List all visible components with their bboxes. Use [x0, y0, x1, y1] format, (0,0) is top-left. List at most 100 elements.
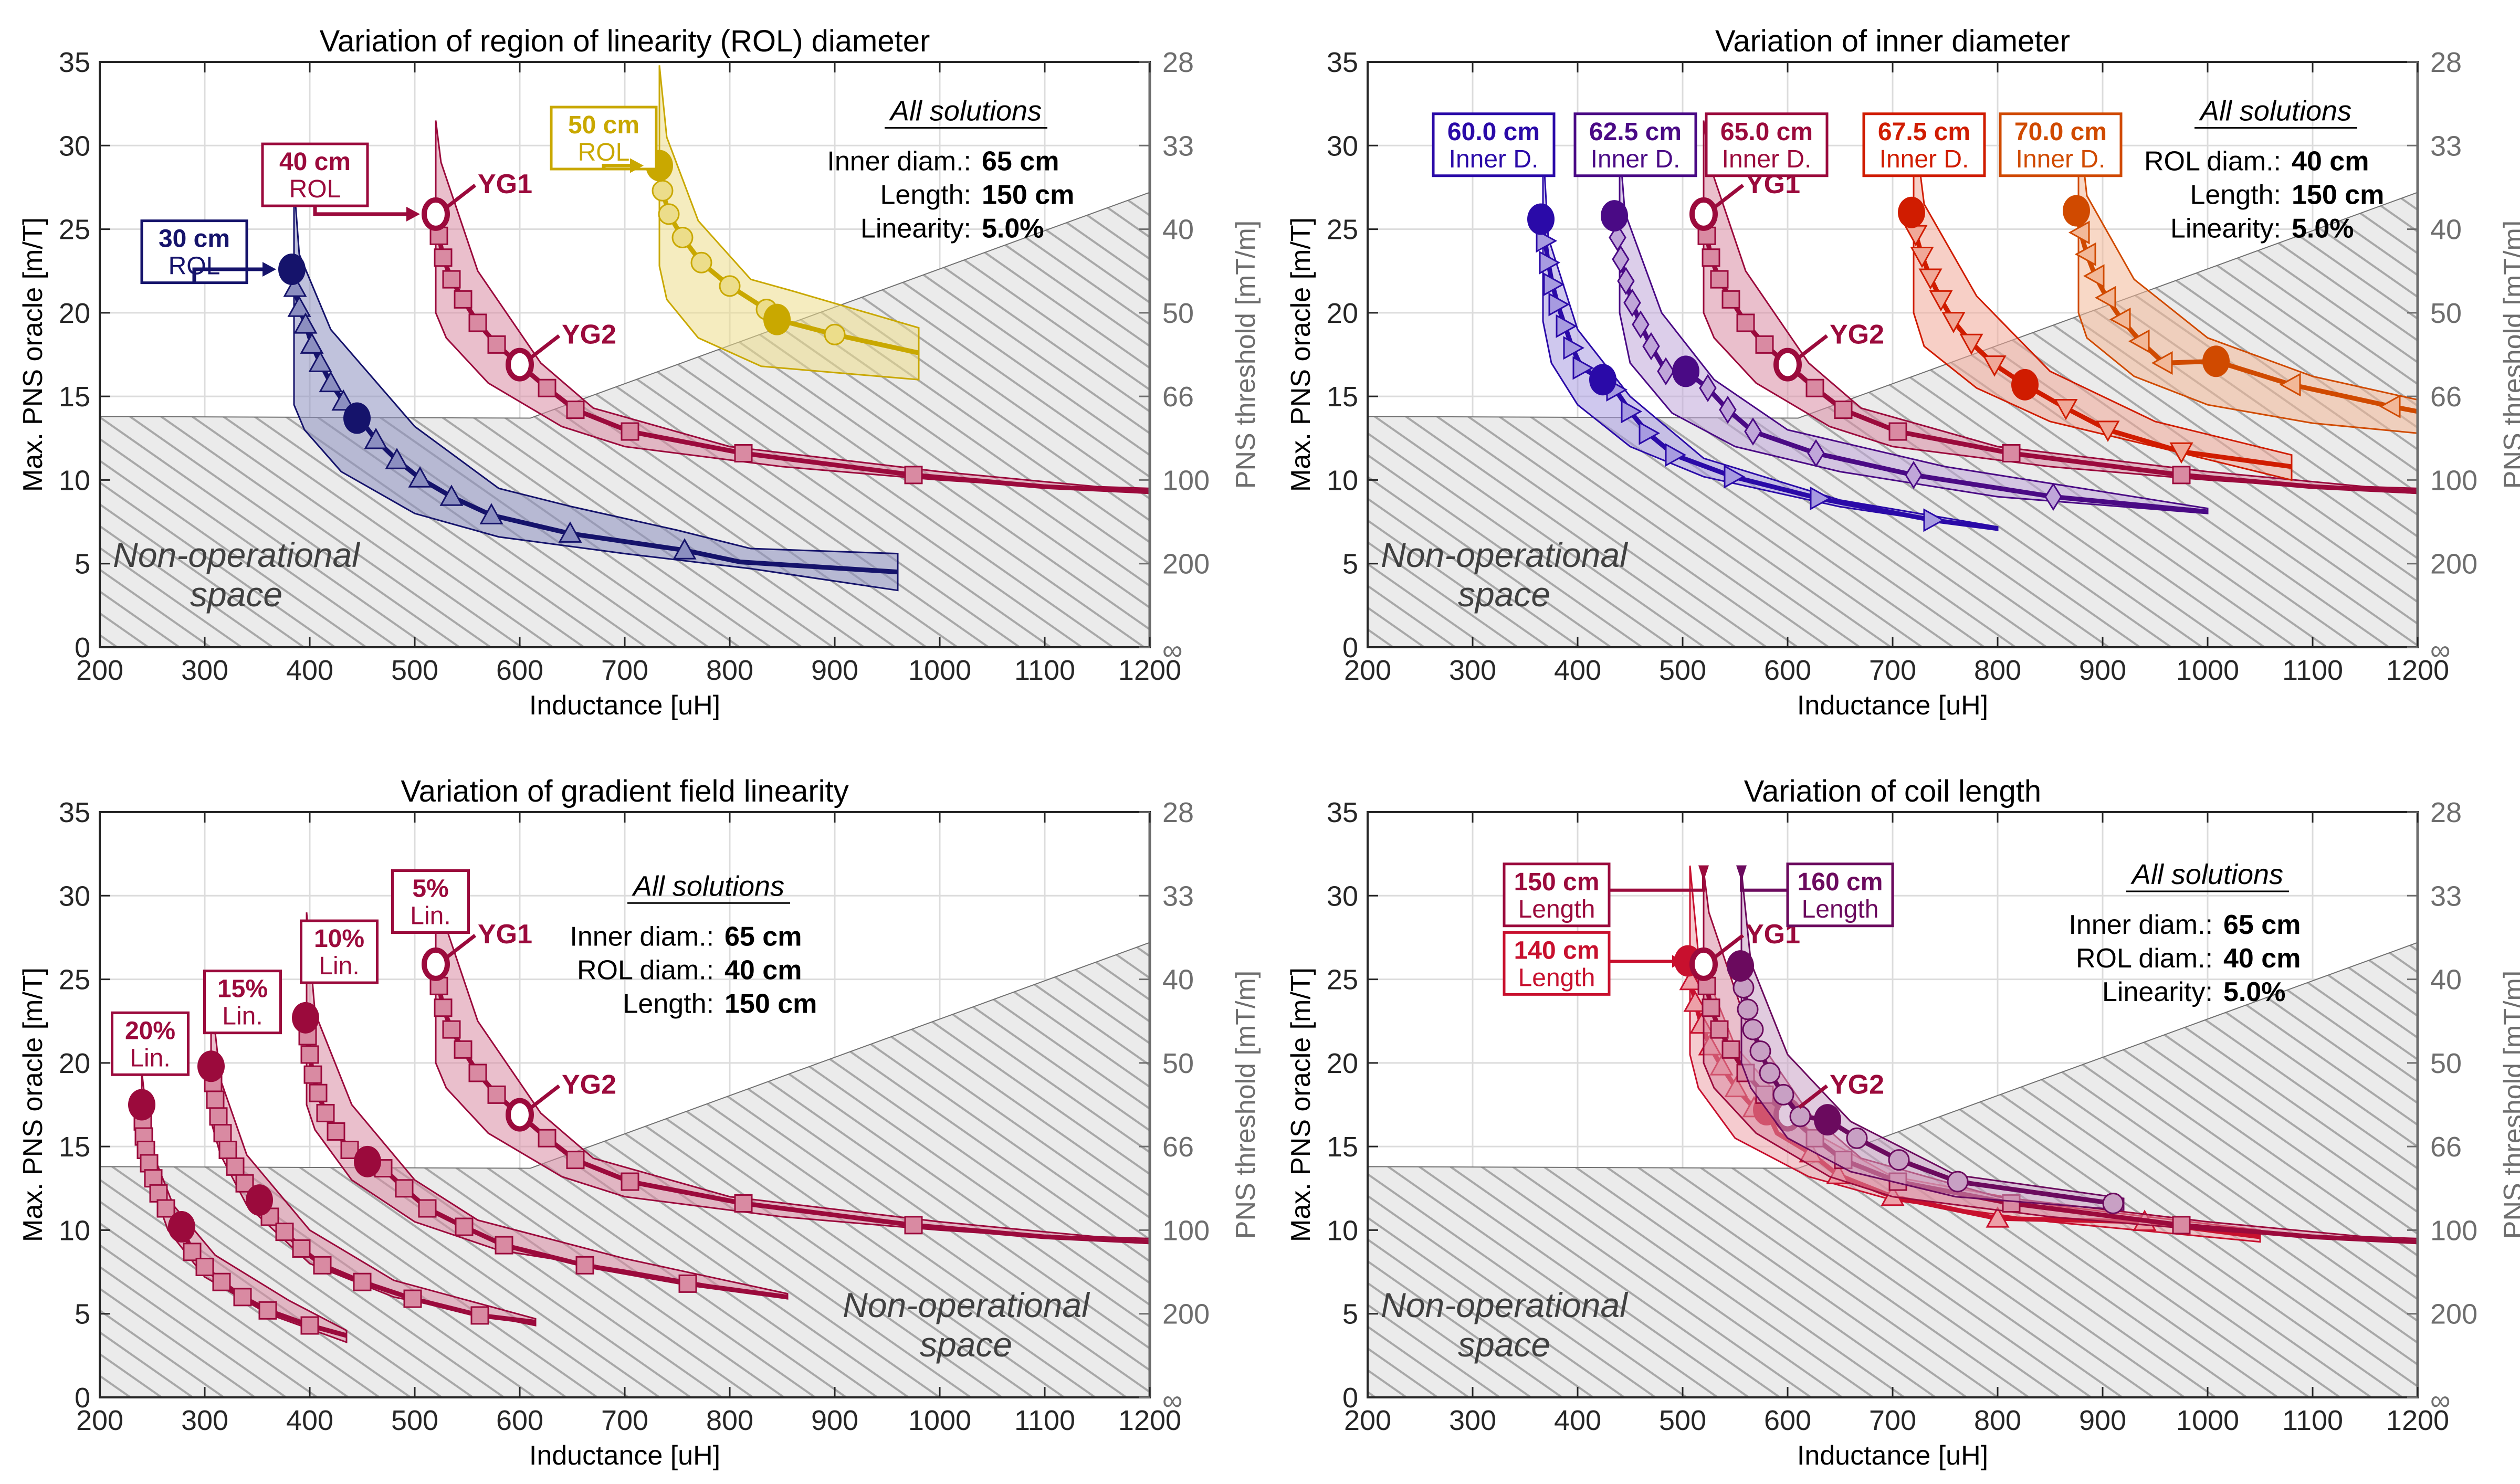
y-tick-label: 5 — [1342, 1299, 1358, 1330]
data-marker — [2074, 242, 2096, 266]
chart-title: Variation of gradient field linearity — [401, 774, 848, 808]
series-160-cm-length — [1727, 870, 2125, 1214]
right-tick-label: 200 — [2430, 549, 2477, 580]
data-marker — [538, 1129, 556, 1148]
right-tick-label: ∞ — [1162, 1385, 1183, 1416]
x-tick-label: 400 — [1554, 1405, 1601, 1436]
data-marker — [303, 1065, 322, 1084]
x-tick-label: 200 — [76, 1405, 123, 1436]
right-axis-label: PNS threshold [mT/m] — [1231, 971, 1261, 1239]
confidence-band — [1703, 120, 2418, 494]
x-tick-label: 200 — [1344, 655, 1391, 686]
series-67-5-cm-inner-d- — [1898, 120, 2293, 481]
label-box-value: 60.0 cm — [1447, 118, 1540, 146]
right-tick-label: 100 — [2430, 465, 2477, 496]
info-value: 150 cm — [724, 988, 817, 1019]
right-tick-label: 66 — [1162, 381, 1194, 413]
label-box-value: 40 cm — [279, 148, 351, 176]
label-box-value: 10% — [314, 925, 364, 953]
y-tick-label: 0 — [75, 1382, 90, 1414]
info-label: ROL diam.: — [577, 955, 714, 985]
data-marker — [1736, 313, 1755, 332]
x-tick-label: 700 — [601, 655, 648, 686]
data-marker — [408, 466, 432, 488]
label-box-frame — [1432, 112, 1556, 177]
data-marker — [538, 378, 556, 397]
right-tick-label: 28 — [1162, 797, 1194, 828]
label-box-frame — [261, 142, 369, 207]
x-tick-label: 500 — [391, 1405, 438, 1436]
info-label: Linearity: — [2170, 214, 2281, 244]
y-tick-label: 25 — [1327, 214, 1358, 246]
data-marker — [1755, 335, 1774, 354]
arrow-head — [262, 262, 276, 277]
data-marker — [1805, 378, 1824, 397]
y-tick-label: 5 — [75, 1299, 90, 1330]
label-arrow — [602, 164, 631, 170]
y-tick-label: 15 — [59, 1131, 90, 1163]
data-marker — [275, 1223, 294, 1241]
series-group — [1527, 120, 2418, 532]
data-marker — [385, 448, 409, 469]
y-tick-label: 10 — [1327, 1215, 1358, 1246]
data-marker — [2054, 398, 2078, 420]
info-value: 5.0% — [982, 214, 1044, 244]
data-marker — [1941, 312, 1966, 333]
label-box-value: 70.0 cm — [2014, 118, 2107, 146]
label-box-kind: ROL — [578, 139, 630, 166]
yg-leader — [1714, 184, 1745, 208]
data-marker — [1617, 267, 1635, 296]
data-marker — [1888, 422, 1907, 441]
label-box-kind: Length — [1802, 896, 1879, 923]
yg-point — [1773, 348, 1802, 382]
data-marker — [353, 1272, 372, 1291]
data-marker — [213, 1124, 232, 1143]
yg-leader — [530, 334, 561, 359]
right-tick-label: 28 — [2430, 47, 2462, 78]
info-label: Inner diam.: — [570, 921, 714, 952]
y-tick-label: 15 — [59, 381, 90, 413]
y-tick-label: 20 — [1327, 298, 1358, 329]
highlight-point — [197, 1050, 225, 1082]
data-marker — [418, 1199, 437, 1218]
info-label: Linearity: — [2102, 977, 2213, 1007]
right-tick-label: 100 — [2430, 1215, 2477, 1246]
data-marker — [2169, 442, 2193, 464]
x-tick-label: 900 — [2079, 655, 2126, 686]
info-value: 65 cm — [2223, 910, 2301, 940]
info-label: ROL diam.: — [2144, 146, 2281, 177]
data-marker — [2279, 373, 2301, 397]
y-axis-label: Max. PNS oracle [m/T] — [18, 967, 48, 1242]
non-operational-label: Non-operational — [843, 1286, 1090, 1324]
data-marker — [824, 323, 846, 345]
data-marker — [734, 444, 753, 462]
highlight-point — [128, 1089, 155, 1121]
x-tick-label: 500 — [1659, 1405, 1706, 1436]
chart-title: Variation of inner diameter — [1715, 24, 2070, 58]
data-marker — [2109, 308, 2131, 332]
data-marker — [678, 1274, 697, 1293]
series-label-box: 10%Lin. — [300, 919, 379, 984]
info-label: Length: — [880, 180, 972, 211]
arrow-head — [406, 206, 420, 222]
data-marker — [487, 335, 506, 354]
data-marker — [1539, 250, 1561, 275]
x-tick-label: 900 — [2079, 1405, 2126, 1436]
highlight-point — [1898, 196, 1925, 228]
data-marker — [468, 1064, 487, 1082]
data-marker — [2094, 286, 2116, 310]
data-marker — [293, 312, 318, 334]
label-box-value: 160 cm — [1798, 868, 1883, 896]
series-65-0-cm-inner-d- — [1689, 120, 2418, 494]
x-axis-label: Inductance [uH] — [1797, 690, 1988, 721]
info-value: 40 cm — [2223, 943, 2301, 974]
x-tick-label: 300 — [181, 1405, 228, 1436]
data-marker — [1702, 248, 1720, 267]
highlight-point — [278, 254, 306, 286]
data-marker — [2172, 1216, 2191, 1235]
series-group — [128, 870, 1150, 1344]
